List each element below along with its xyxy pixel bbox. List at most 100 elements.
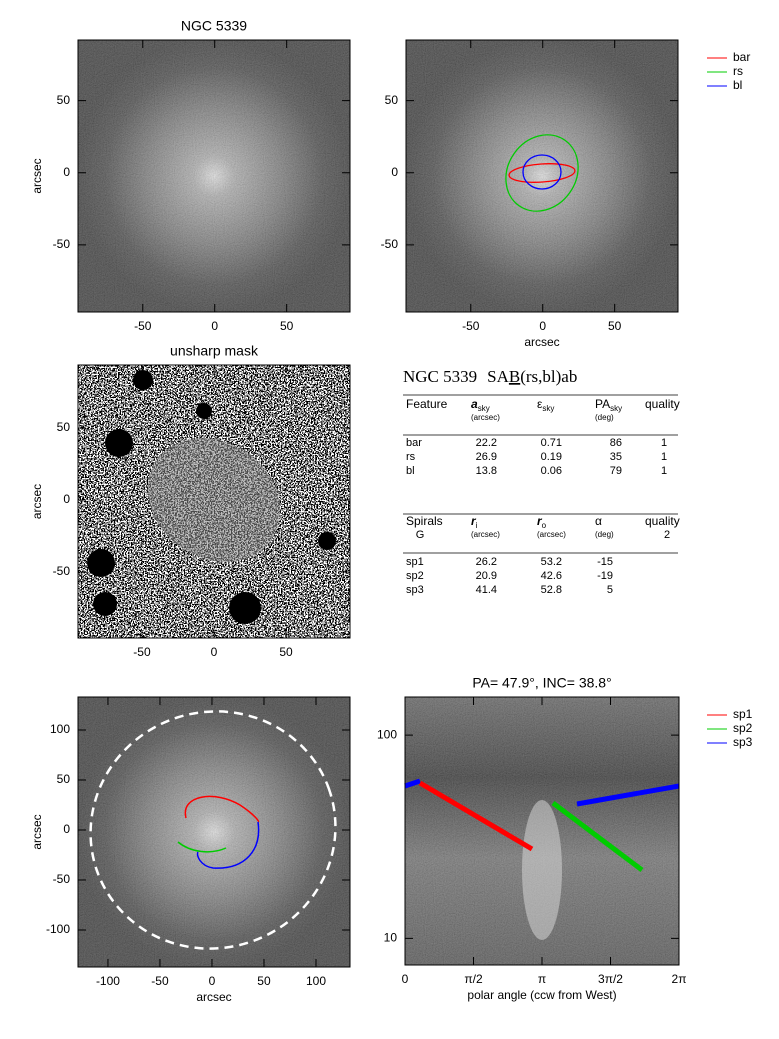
table-header: quality <box>645 514 680 528</box>
x-tick-label: 50 <box>608 319 622 333</box>
panel-title: PA= 47.9°, INC= 38.8° <box>472 675 611 691</box>
y-tick-label: 0 <box>391 165 398 179</box>
table-header-unit: 2 <box>664 529 670 541</box>
table-cell: 20.9 <box>476 570 497 582</box>
x-axis-label: polar angle (ccw from West) <box>467 988 616 1002</box>
table-header: Spirals <box>406 514 443 528</box>
table-cell: 0.19 <box>541 451 562 463</box>
header-main: Feature <box>406 397 448 411</box>
x-axis-label: arcsec <box>524 335 559 349</box>
x-tick-label: 0 <box>211 319 218 333</box>
table-cell: -19 <box>597 570 613 582</box>
table-cell: 1 <box>661 465 667 477</box>
header-main: ε <box>537 397 543 411</box>
table-cell: 35 <box>610 451 622 463</box>
table-header: ri <box>471 514 478 530</box>
x-tick-label: 100 <box>306 974 326 988</box>
table-cell: -15 <box>597 556 613 568</box>
legend-label: sp1 <box>733 707 753 721</box>
table-header-unit: (arcsec) <box>537 530 566 539</box>
image-polar <box>404 697 680 965</box>
table-header: quality <box>645 397 680 411</box>
x-tick-label: 0 <box>211 645 218 659</box>
header-sub: sky <box>542 404 554 413</box>
frame <box>77 39 351 313</box>
x-tick-label: 50 <box>279 645 293 659</box>
x-tick-label: 50 <box>257 974 271 988</box>
header-sub: sky <box>478 404 490 413</box>
frame <box>77 696 351 968</box>
x-tick-label: π <box>538 972 546 986</box>
table-cell: 0.06 <box>541 465 562 477</box>
table-cell: 0.71 <box>541 437 562 449</box>
header-main: quality <box>645 397 680 411</box>
y-tick-label: -50 <box>53 872 71 886</box>
table-header-unit: (deg) <box>595 413 614 422</box>
y-axis-label: arcsec <box>30 484 44 519</box>
x-tick-label: π/2 <box>464 972 483 986</box>
image-galaxy-overlay <box>406 40 678 312</box>
header-main: PA <box>595 397 610 411</box>
table-cell: sp1 <box>406 556 424 568</box>
y-tick-label: -50 <box>53 564 71 578</box>
y-tick-label: 0 <box>63 492 70 506</box>
y-tick-label: 50 <box>385 93 399 107</box>
header-main: Spirals <box>406 514 443 528</box>
y-axis-label: arcsec <box>30 158 44 193</box>
legend-label: rs <box>733 64 743 78</box>
x-tick-label: 3π/2 <box>598 972 623 986</box>
header-main: r <box>471 514 477 528</box>
x-axis-label: arcsec <box>196 990 231 1004</box>
table-cell: 5 <box>607 584 613 596</box>
table-cell: 1 <box>661 437 667 449</box>
x-tick-label: -50 <box>134 319 152 333</box>
x-tick-label: -50 <box>151 974 169 988</box>
x-tick-label: -50 <box>133 645 151 659</box>
legend-label: bl <box>733 78 742 92</box>
x-tick-label: 0 <box>402 972 409 986</box>
table-cell: 26.2 <box>476 556 497 568</box>
table-header-unit: G <box>416 529 425 541</box>
table-header: α <box>595 514 602 528</box>
table-cell: 22.2 <box>476 437 497 449</box>
table-cell: 26.9 <box>476 451 497 463</box>
y-tick-label: 0 <box>63 822 70 836</box>
header-sub: i <box>476 521 478 530</box>
table-cell: 52.8 <box>541 584 562 596</box>
table-cell: sp3 <box>406 584 424 596</box>
table-cell: 79 <box>610 465 622 477</box>
x-tick-label: 50 <box>280 319 294 333</box>
table-cell: 86 <box>610 437 622 449</box>
header-main: r <box>537 514 543 528</box>
x-tick-label: 0 <box>209 974 216 988</box>
table-cell: 13.8 <box>476 465 497 477</box>
frame <box>405 39 679 313</box>
panel-title: NGC 5339 <box>181 18 247 34</box>
table-header: Feature <box>406 397 448 411</box>
header-main: quality <box>645 514 680 528</box>
table-cell: bl <box>406 465 415 477</box>
legend-label: bar <box>733 50 750 64</box>
table-cell: 42.6 <box>541 570 562 582</box>
header-sub: o <box>542 521 547 530</box>
table-header-unit: (arcsec) <box>471 530 500 539</box>
header-main: a <box>471 397 478 411</box>
table-cell: 41.4 <box>476 584 497 596</box>
y-tick-label: 100 <box>50 722 70 736</box>
x-tick-label: 0 <box>539 319 546 333</box>
y-tick-label: 0 <box>63 165 70 179</box>
table-header: εsky <box>537 397 554 413</box>
table-header-unit: (arcsec) <box>471 413 500 422</box>
panel-title: unsharp mask <box>170 343 259 359</box>
y-tick-label: 10 <box>384 931 398 945</box>
table-title: NGC 5339 SAB(rs,bl)ab <box>403 367 577 386</box>
y-tick-label: -50 <box>381 237 399 251</box>
y-tick-label: 50 <box>57 420 71 434</box>
image-unsharp-mask <box>78 365 350 638</box>
header-sub: sky <box>610 404 622 413</box>
table-rules <box>403 394 678 554</box>
y-tick-label: -50 <box>53 237 71 251</box>
legend-label: sp3 <box>733 735 753 749</box>
image-galaxy-spirals <box>78 697 350 967</box>
x-tick-label: 2π <box>672 972 687 986</box>
